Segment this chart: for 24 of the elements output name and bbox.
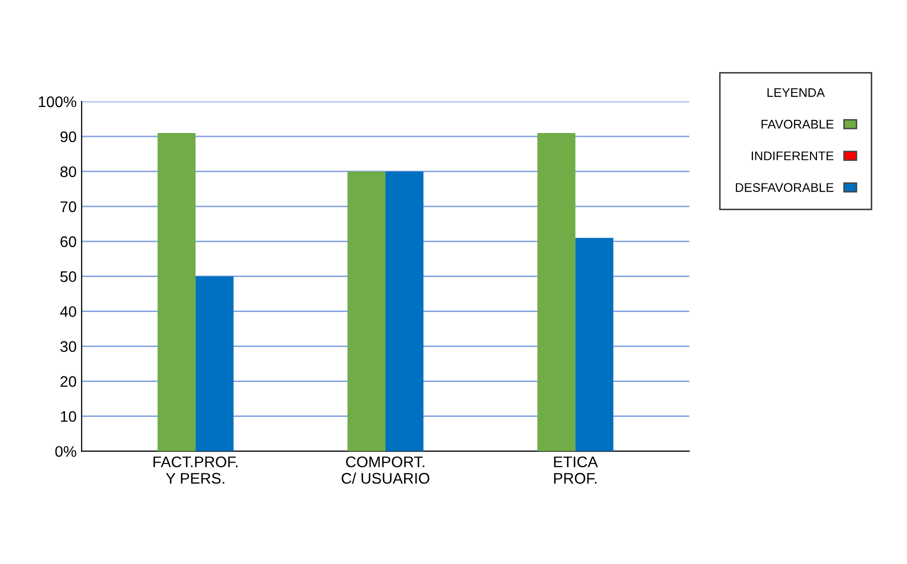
legend-label: INDIFERENTE	[752, 152, 834, 160]
y-tick-label: 40	[60, 306, 76, 318]
legend-label: DESFAVORABLE	[736, 183, 834, 192]
bar	[347, 171, 386, 452]
y-tick-label: 0%	[55, 446, 76, 457]
y-tick-label: 70	[60, 201, 76, 212]
legend-title: LEYENDA	[768, 88, 825, 97]
y-tick-label: 60	[60, 236, 76, 248]
y-tick-label: 20	[60, 376, 76, 387]
x-tick-label: ETICA PROF.	[554, 456, 598, 484]
bar	[158, 132, 196, 452]
bar	[196, 276, 234, 452]
y-tick-label: 100%	[38, 96, 76, 108]
y-tick-label: 80	[60, 166, 76, 178]
bar	[385, 171, 424, 452]
bar	[537, 132, 576, 452]
legend-label: FAVORABLE	[762, 120, 834, 129]
y-tick-label: 30	[60, 341, 76, 352]
x-tick-label: COMPORT. C/ USUARIO	[342, 456, 430, 484]
y-tick-label: 50	[60, 271, 76, 282]
y-tick-label: 90	[60, 131, 76, 142]
y-tick-label: 10	[60, 411, 76, 422]
x-tick-label: FACT.PROF. Y PERS.	[154, 456, 238, 484]
bar	[575, 238, 614, 452]
